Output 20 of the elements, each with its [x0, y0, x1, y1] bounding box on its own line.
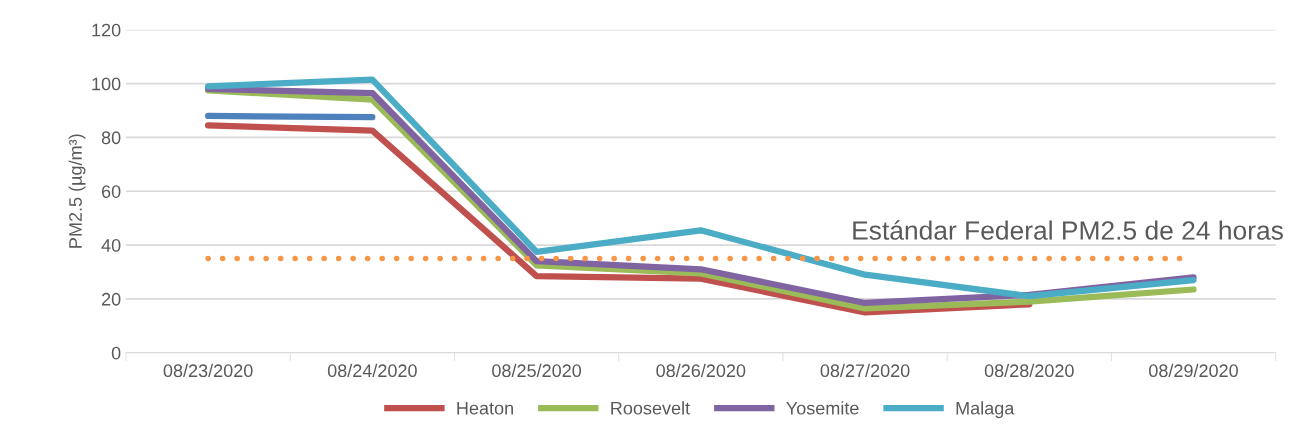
legend-label: Malaga — [956, 401, 1015, 419]
x-tick-label: 08/24/2020 — [327, 363, 417, 378]
y-tick-label: 60 — [101, 185, 121, 198]
x-tick-label: 08/25/2020 — [492, 363, 582, 378]
legend-label: Heaton — [457, 401, 513, 415]
x-tick-label: 08/26/2020 — [656, 363, 746, 378]
y-tick-label: 120 — [92, 23, 121, 37]
ref-line-label: Estándar Federal PM2.5 de 24 horas — [853, 220, 1283, 240]
y-tick-label: 20 — [101, 292, 121, 306]
x-tick-label: 08/28/2020 — [984, 363, 1074, 378]
x-tick-label: 08/29/2020 — [1149, 363, 1238, 378]
y-tick-label: 80 — [101, 131, 121, 145]
y-tick-label: 100 — [92, 77, 121, 91]
x-tick-label: 08/23/2020 — [163, 363, 253, 378]
x-tick-label: 08/27/2020 — [820, 363, 910, 378]
y-tick-label: 40 — [101, 239, 121, 252]
y-tick-label: 0 — [111, 346, 121, 360]
legend-label: Roosevelt — [611, 401, 690, 415]
legend-label: Yosemite — [786, 401, 859, 415]
y-axis-title: PM2.5 (µg/m³) — [68, 134, 86, 248]
